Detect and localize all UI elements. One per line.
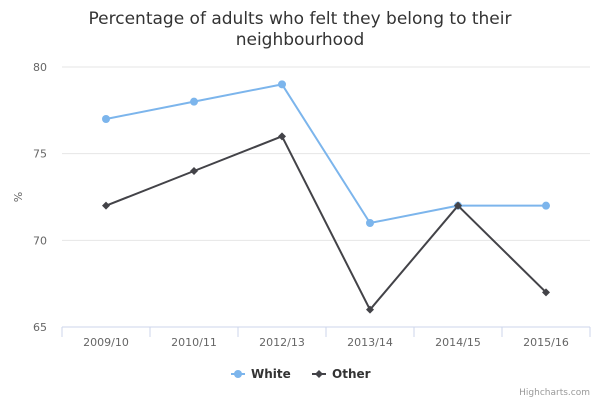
- data-point-other: [542, 288, 550, 297]
- y-tick-label: 80: [33, 61, 47, 74]
- legend-label-white: White: [251, 367, 291, 381]
- data-point-other: [102, 201, 110, 210]
- data-point-white: [366, 219, 374, 227]
- y-tick-label: 65: [33, 321, 47, 334]
- legend-label-other: Other: [332, 367, 371, 381]
- data-point-other: [366, 305, 374, 314]
- credits-link[interactable]: Highcharts.com: [519, 388, 590, 398]
- data-point-white: [102, 115, 110, 123]
- legend-marker-other: [315, 370, 323, 378]
- x-tick-label: 2015/16: [523, 336, 569, 349]
- y-tick-label: 70: [33, 234, 47, 247]
- x-tick-label: 2013/14: [347, 336, 393, 349]
- x-tick-label: 2010/11: [171, 336, 217, 349]
- data-point-other: [190, 167, 198, 175]
- chart-title-line-1: Percentage of adults who felt they belon…: [89, 9, 512, 29]
- x-axis: 2009/10 2010/11 2012/13 2013/14 2014/15 2015/…: [61, 326, 591, 349]
- y-tick-label: 75: [33, 148, 47, 161]
- series-white: [102, 80, 550, 227]
- series-other: [102, 132, 550, 314]
- x-tick-label: 2009/10: [83, 336, 129, 349]
- y-axis-label: %: [12, 192, 25, 202]
- grid: 65 70 75 80: [33, 61, 590, 334]
- chart-title-line-2: neighbourhood: [236, 30, 365, 50]
- data-point-other: [278, 132, 286, 141]
- series-line-white: [105, 83, 547, 224]
- data-point-white: [278, 80, 286, 89]
- series-layer: [102, 80, 550, 314]
- data-point-white: [542, 201, 550, 210]
- x-tick-label: 2012/13: [259, 336, 305, 349]
- x-tick-label: 2014/15: [435, 336, 481, 349]
- legend-item-white[interactable]: White: [231, 367, 291, 381]
- legend[interactable]: White Other: [231, 367, 371, 381]
- legend-item-other[interactable]: Other: [312, 367, 371, 381]
- legend-marker-white: [234, 370, 242, 378]
- data-point-white: [190, 97, 198, 106]
- data-point-other: [454, 201, 462, 210]
- series-line-other: [105, 135, 547, 311]
